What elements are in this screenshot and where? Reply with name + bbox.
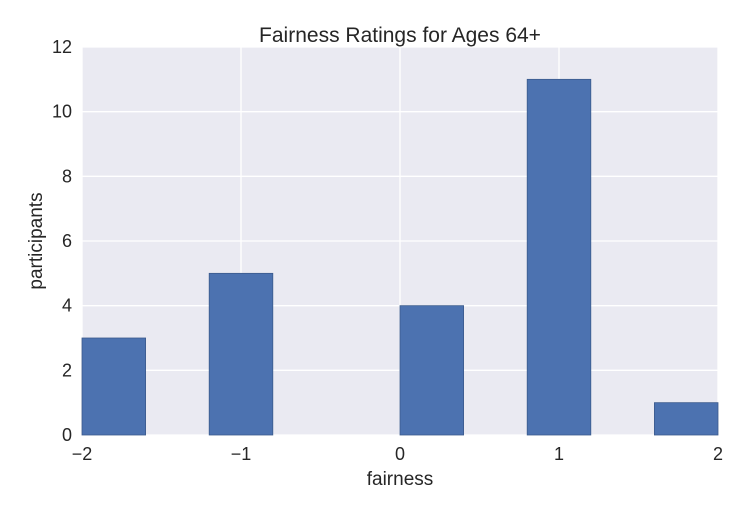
y-tick-label: 8 xyxy=(62,166,72,186)
y-tick-label: 0 xyxy=(62,425,72,445)
y-tick-label: 2 xyxy=(62,360,72,380)
y-tick-label: 10 xyxy=(52,102,72,122)
bars xyxy=(81,78,719,436)
y-tick-labels: 0 2 4 6 8 10 12 xyxy=(52,37,72,445)
histogram-bar xyxy=(399,305,464,436)
x-tick-label: −2 xyxy=(72,444,93,464)
histogram-bar xyxy=(526,78,592,436)
x-axis-label: fairness xyxy=(367,469,434,490)
x-tick-labels: −2 −1 0 1 2 xyxy=(72,444,723,464)
x-tick-label: −1 xyxy=(231,444,252,464)
x-tick-label: 1 xyxy=(554,444,564,464)
chart-title: Fairness Ratings for Ages 64+ xyxy=(259,24,541,47)
x-tick-label: 2 xyxy=(713,444,723,464)
y-tick-label: 6 xyxy=(62,231,72,251)
histogram-bar xyxy=(81,337,146,436)
y-tick-label: 12 xyxy=(52,37,72,57)
histogram-bar xyxy=(208,272,274,436)
histogram-bar xyxy=(654,402,719,436)
x-tick-label: 0 xyxy=(395,444,405,464)
grid-lines xyxy=(81,46,719,436)
y-tick-label: 4 xyxy=(62,296,72,316)
y-axis-label: participants xyxy=(26,192,47,289)
